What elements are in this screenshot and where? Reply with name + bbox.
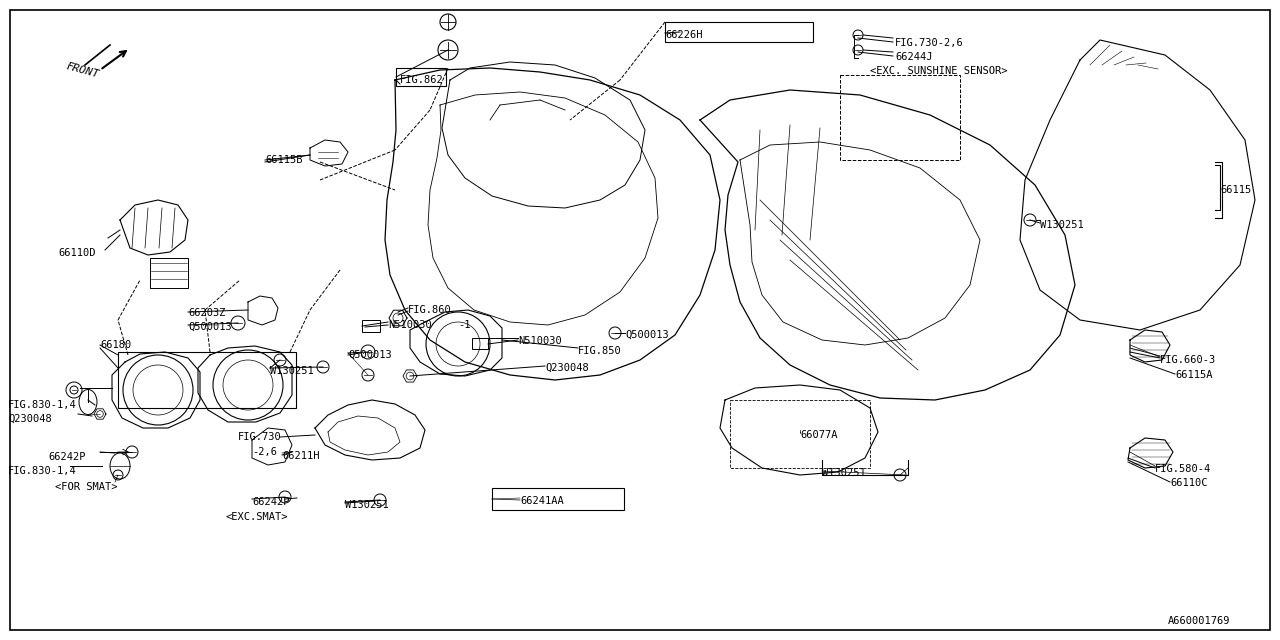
Text: 66241AA: 66241AA [520,496,563,506]
Bar [492,488,625,510]
Bar [150,258,188,288]
Text: <FOR SMAT>: <FOR SMAT> [55,482,118,492]
Text: -2,6: -2,6 [252,447,276,457]
Text: W130251: W130251 [346,500,389,510]
Bar [362,320,380,332]
Text: 66180: 66180 [100,340,132,350]
Text: 66242P: 66242P [252,497,289,507]
Text: W130251: W130251 [270,366,314,376]
Text: Q500013: Q500013 [625,330,668,340]
Text: W130251: W130251 [822,468,865,478]
Text: FRONT: FRONT [65,61,100,80]
Text: 66211H: 66211H [282,451,320,461]
Bar [666,22,813,42]
Text: FIG.830-1,4: FIG.830-1,4 [8,466,77,476]
Text: Q500013: Q500013 [188,322,232,332]
Text: 66115: 66115 [1220,185,1252,195]
Text: Q500013: Q500013 [348,350,392,360]
Text: <EXC. SUNSHINE SENSOR>: <EXC. SUNSHINE SENSOR> [870,66,1007,76]
Bar [118,352,296,408]
Bar [472,338,488,349]
Text: Q230048: Q230048 [8,414,51,424]
Bar [396,68,445,86]
Text: A660001769: A660001769 [1169,616,1230,626]
Text: FIG.730: FIG.730 [238,432,282,442]
Text: FIG.730-2,6: FIG.730-2,6 [895,38,964,48]
Text: 66242P: 66242P [49,452,86,462]
Text: 66110D: 66110D [58,248,96,258]
Text: FIG.660-3: FIG.660-3 [1160,355,1216,365]
Text: FIG.850: FIG.850 [579,346,622,356]
Text: 66244J: 66244J [895,52,933,62]
Text: 66226H: 66226H [666,30,703,40]
Text: N510030: N510030 [518,336,562,346]
Text: FIG.830-1,4: FIG.830-1,4 [8,400,77,410]
Text: <EXC.SMAT>: <EXC.SMAT> [225,512,288,522]
Text: FIG.862: FIG.862 [401,75,444,85]
Text: N510030: N510030 [388,320,431,330]
Text: 66110C: 66110C [1170,478,1207,488]
Text: FIG.580-4: FIG.580-4 [1155,464,1211,474]
Text: 66115B: 66115B [265,155,302,165]
Bar [730,400,870,468]
Text: W130251: W130251 [1039,220,1084,230]
Text: FIG.860: FIG.860 [408,305,452,315]
Text: -1: -1 [458,320,471,330]
Bar [840,75,960,160]
Text: 66077A: 66077A [800,430,837,440]
Text: Q230048: Q230048 [545,363,589,373]
Text: 66115A: 66115A [1175,370,1212,380]
Text: 66203Z: 66203Z [188,308,225,318]
